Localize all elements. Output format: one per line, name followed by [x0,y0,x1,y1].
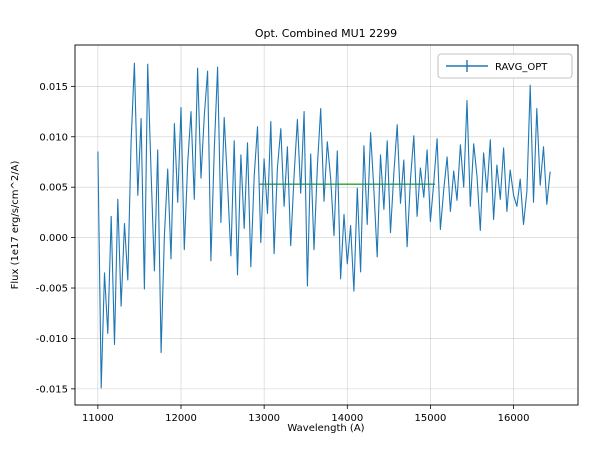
legend-label: RAVG_OPT [495,62,548,73]
x-axis-ticks: 11000 12000 13000 14000 15000 16000 [82,405,530,424]
y-tick-label: -0.015 [36,384,68,395]
y-tick-label: 0.005 [39,183,68,194]
y-tick-label: -0.005 [36,284,68,295]
x-axis-label: Wavelength (A) [287,423,364,434]
grid-lines [75,45,578,405]
plot-frame [74,44,579,406]
x-tick-label: 12000 [165,413,197,424]
x-tick-label: 13000 [248,413,280,424]
y-tick-label: 0.010 [39,132,68,143]
y-axis-ticks: -0.015 -0.010 -0.005 0.000 0.005 0.010 0.015 [36,82,75,395]
x-tick-label: 11000 [82,413,114,424]
data-series-group [97,62,551,389]
flux-series-line [97,62,551,389]
x-tick-label: 15000 [415,413,447,424]
chart-title: Opt. Combined MU1 2299 [255,27,397,40]
legend-box [437,53,573,79]
y-tick-label: -0.010 [36,334,68,345]
legend: RAVG_OPT [437,53,573,79]
y-tick-label: 0.015 [39,82,68,93]
y-tick-label: 0.000 [39,233,68,244]
y-axis-label: Flux (1e17 erg/s/cm^2/A) [10,161,21,290]
x-tick-label: 16000 [498,413,530,424]
x-tick-label: 14000 [331,413,363,424]
